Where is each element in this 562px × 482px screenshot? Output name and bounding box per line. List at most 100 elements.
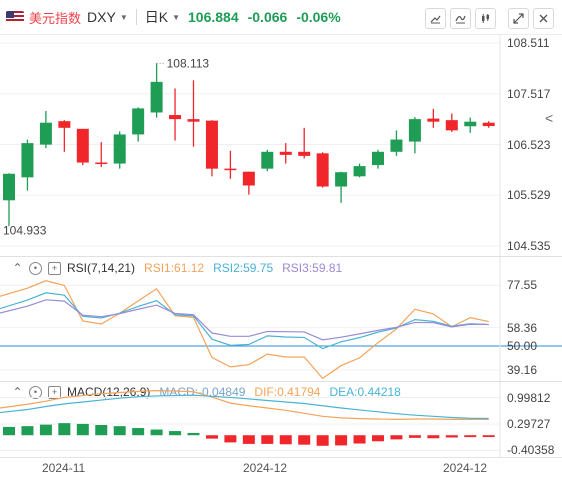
y-axis-tick-label: 39.16 — [507, 362, 538, 377]
divider — [135, 9, 137, 25]
candle[interactable] — [445, 113, 458, 132]
rsi2-value: RSI2:59.75 — [213, 261, 274, 275]
extreme-markers: 108.113 104.933 — [3, 56, 209, 237]
macd-histogram-bar — [113, 426, 126, 436]
draw-icon[interactable] — [425, 8, 446, 29]
y-axis-tick-label: 105.529 — [507, 188, 551, 203]
expand-box-icon[interactable]: + — [48, 261, 61, 275]
rsi1-value: RSI1:61.12 — [144, 261, 205, 275]
chevron-down-icon[interactable]: ▼ — [119, 12, 128, 22]
macd-histogram-bar — [464, 435, 477, 438]
candle-body — [482, 122, 495, 127]
macd-histogram-bar — [261, 435, 274, 444]
candle[interactable] — [242, 171, 255, 195]
candle[interactable] — [150, 63, 163, 118]
macd-histogram-bar — [224, 435, 237, 443]
macd-histogram-bar — [3, 426, 15, 436]
candle[interactable] — [279, 143, 292, 164]
candle-body — [39, 122, 52, 145]
indicator-icon[interactable] — [450, 8, 471, 29]
panel-divider — [0, 381, 562, 382]
period-selector[interactable]: 日K — [144, 9, 169, 25]
candle-body — [205, 120, 218, 169]
candle[interactable] — [3, 173, 15, 226]
y-axis-tick-label: 108.511 — [507, 36, 550, 50]
rsi-grid — [0, 257, 562, 381]
collapse-side-panel-icon[interactable]: < — [545, 110, 554, 126]
candle[interactable] — [390, 130, 403, 156]
candle-body — [316, 153, 329, 187]
macd-histogram-bar — [390, 435, 403, 440]
macd-line-dif — [0, 390, 489, 421]
candle[interactable] — [113, 131, 126, 169]
candle[interactable] — [39, 110, 52, 149]
candles-layer — [3, 63, 495, 226]
visibility-eye-icon[interactable]: ⌃ — [12, 260, 23, 275]
y-axis-tick-label: 104.535 — [507, 239, 551, 253]
chevron-down-icon[interactable]: ▼ — [172, 12, 180, 22]
candle[interactable] — [464, 117, 477, 133]
instrument-symbol[interactable]: DXY — [87, 9, 116, 25]
candle-body — [353, 166, 366, 177]
candle[interactable] — [261, 149, 274, 172]
price-chart[interactable]: 108.113 104.933 — [0, 34, 562, 256]
candle[interactable] — [427, 108, 440, 128]
candle[interactable] — [224, 150, 237, 179]
macd-chart[interactable] — [0, 382, 562, 458]
macd-grid — [0, 382, 501, 458]
toolbar — [421, 8, 554, 29]
candle-body — [58, 121, 71, 128]
dif-value: DIF:0.41794 — [254, 385, 321, 399]
x-axis-label: 2024-12 — [443, 461, 488, 475]
macd-histogram-bar — [335, 435, 348, 446]
macd-legend: ⌃ • + MACD(12,26,9) MACD:-0.04849 DIF:0.… — [12, 385, 410, 399]
candle[interactable] — [169, 88, 182, 141]
macd-histogram-bar — [21, 426, 34, 436]
panel-divider — [0, 256, 562, 257]
macd-histogram-bar — [242, 435, 255, 444]
candle[interactable] — [482, 121, 495, 128]
candle[interactable] — [205, 120, 218, 177]
candle-body — [169, 115, 182, 120]
macd-histogram-bar — [150, 429, 163, 436]
rsi-legend: ⌃ • + RSI(7,14,21) RSI1:61.12 RSI2:59.75… — [12, 261, 351, 275]
macd-histogram-layer — [3, 423, 495, 446]
macd-histogram-bar — [445, 435, 458, 438]
toolbar-gap — [496, 8, 504, 29]
macd-histogram-bar — [58, 423, 71, 436]
candle-body — [445, 120, 458, 131]
close-icon[interactable] — [533, 8, 554, 29]
candle[interactable] — [353, 163, 366, 178]
candle[interactable] — [58, 120, 71, 152]
candle[interactable] — [316, 152, 329, 188]
candle[interactable] — [76, 128, 89, 166]
candle[interactable] — [408, 117, 421, 154]
expand-icon[interactable] — [508, 8, 529, 29]
rsi-lines-layer — [0, 280, 489, 380]
macd-histogram-bar — [298, 435, 311, 445]
rsi-chart[interactable] — [0, 257, 562, 381]
candle[interactable] — [21, 139, 34, 191]
low-marker-label: 104.933 — [3, 224, 47, 238]
us-flag-icon — [6, 11, 24, 23]
candle[interactable] — [95, 142, 108, 168]
candle[interactable] — [335, 171, 348, 203]
settings-gear-icon[interactable]: • — [29, 261, 42, 275]
candle-body — [298, 151, 311, 156]
candle[interactable] — [298, 127, 311, 159]
candle-type-icon[interactable] — [475, 8, 496, 29]
last-price: 106.884 — [188, 9, 239, 25]
rsi-line-rsi1 — [0, 280, 489, 380]
candle[interactable] — [372, 149, 384, 169]
candle-body — [113, 134, 126, 164]
candle-body — [76, 128, 89, 163]
macd-line-dea — [0, 394, 489, 420]
y-axis-tick-label: -0.40358 — [507, 443, 555, 458]
candle-body — [335, 172, 348, 187]
candle[interactable] — [132, 107, 145, 142]
candle[interactable] — [187, 80, 200, 147]
visibility-eye-icon[interactable]: ⌃ — [12, 384, 23, 399]
rsi-title: RSI(7,14,21) — [67, 261, 136, 275]
y-axis-tick-label: 58.36 — [507, 320, 538, 335]
candle-body — [242, 171, 255, 186]
